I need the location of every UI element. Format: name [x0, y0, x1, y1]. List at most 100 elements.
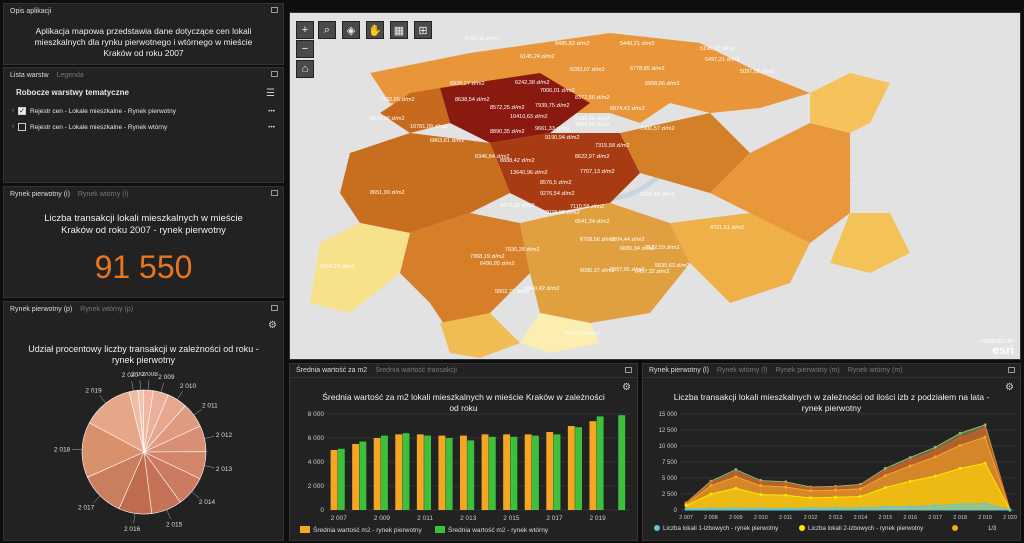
tab-primary-l[interactable]: Rynek pierwotny (l): [649, 367, 709, 374]
area-point: [883, 473, 887, 477]
x-tick: 2 009: [374, 515, 391, 522]
layer-checkbox[interactable]: ✓: [18, 107, 26, 115]
settings-icon[interactable]: ⚙: [268, 320, 277, 331]
tab-primary[interactable]: Rynek pierwotny (p): [10, 305, 73, 313]
map-label: 8576,5 zł/m2: [540, 180, 572, 186]
bar: [330, 450, 338, 510]
x-tick: 2 019: [978, 515, 992, 521]
bar: [380, 435, 388, 510]
layers-button[interactable]: ◈: [342, 21, 360, 39]
more-icon[interactable]: •••: [268, 107, 275, 115]
pie-label: 2 011: [202, 403, 218, 410]
map-label: 6708,56 zł/m2: [580, 237, 615, 243]
tab-about[interactable]: Opis aplikacji: [10, 7, 52, 15]
map-label: 7707,13 zł/m2: [580, 169, 615, 175]
tab-primary[interactable]: Rynek pierwotny (i): [10, 190, 70, 198]
bar: [424, 435, 432, 510]
map-labels: 6766,11 zł/m2 9485,82 zł/m2 5449,21 zł/m2 5…: [320, 36, 775, 337]
tab-secondary[interactable]: Rynek wtórny (i): [77, 190, 129, 198]
tab-legend[interactable]: Legenda: [56, 71, 84, 79]
map-label: 7368,19 zł/m2: [470, 254, 505, 260]
x-tick: 2 008: [704, 515, 718, 521]
pie-leader: [93, 495, 101, 504]
map-label: 6940,42 zł/m2: [525, 286, 560, 292]
legend-swatch: [654, 525, 660, 531]
bar: [596, 416, 604, 510]
pie-label: 2 009: [158, 374, 175, 381]
area-point: [709, 506, 713, 510]
area-point: [983, 502, 987, 506]
search-button[interactable]: ⌕: [318, 21, 336, 39]
area-point: [1008, 508, 1012, 512]
map-label: 4764,24 zł/m2: [320, 264, 355, 270]
tab-primary-m[interactable]: Rynek pierwotny (m): [775, 367, 840, 374]
home-button[interactable]: ⌂: [296, 60, 314, 78]
legend-swatch: [799, 525, 805, 531]
area-point: [809, 486, 813, 490]
map-panel[interactable]: 6766,11 zł/m2 9485,82 zł/m2 5449,21 zł/m2 5…: [289, 12, 1021, 360]
x-tick: 2 017: [546, 515, 563, 522]
tab-secondary-l[interactable]: Rynek wtórny (l): [716, 367, 768, 374]
layer-item[interactable]: › ✓ Rejestr cen - Lokale mieszkalne - Ry…: [4, 103, 283, 119]
maximize-icon[interactable]: [271, 190, 278, 196]
settings-icon[interactable]: ⚙: [622, 382, 631, 393]
legend-swatch: [300, 526, 310, 533]
area-point: [858, 487, 862, 491]
map-label: 5497,31 zł/m2: [705, 57, 740, 63]
x-tick: 2 020: [1003, 515, 1017, 521]
area-point: [759, 484, 763, 488]
pie-leader: [191, 491, 200, 499]
layers-menu-icon[interactable]: ☰: [266, 88, 275, 99]
hand-button[interactable]: ✋: [366, 21, 384, 39]
maximize-icon[interactable]: [271, 71, 278, 77]
layer-checkbox[interactable]: [18, 123, 26, 131]
area-point: [883, 469, 887, 473]
maximize-icon[interactable]: [271, 7, 278, 13]
area-point: [858, 506, 862, 510]
bar: [481, 434, 489, 510]
maximize-icon[interactable]: [625, 367, 632, 373]
layer-item[interactable]: › Rejestr cen - Lokale mieszkalne - Ryne…: [4, 119, 283, 135]
map-label: 6958,73 zł/m2: [565, 331, 600, 337]
tab-avg-m2[interactable]: Średnia wartość za m2: [296, 367, 368, 374]
zoom-in-button[interactable]: +: [296, 21, 314, 39]
map-canvas[interactable]: 6766,11 zł/m2 9485,82 zł/m2 5449,21 zł/m2 5…: [290, 13, 1021, 360]
expand-icon[interactable]: ›: [12, 108, 14, 114]
bar: [531, 435, 539, 510]
map-label: 10410,63 zł/m2: [510, 114, 548, 120]
more-icon[interactable]: •••: [268, 123, 275, 131]
area-point: [809, 489, 813, 493]
tab-secondary-m[interactable]: Rynek wtórny (m): [847, 367, 903, 374]
bar: [416, 434, 424, 510]
y-tick: 7 500: [662, 460, 678, 466]
x-tick: 2 017: [928, 515, 942, 521]
expand-button[interactable]: ⊞: [414, 21, 432, 39]
maximize-icon[interactable]: [271, 305, 278, 311]
map-label: 6766,11 zł/m2: [465, 36, 499, 42]
tab-layer-list[interactable]: Lista warstw: [10, 71, 49, 79]
x-tick: 2 016: [903, 515, 917, 521]
map-label: 8572,25 zł/m2: [490, 105, 525, 111]
x-tick: 2 010: [754, 515, 768, 521]
grid-button[interactable]: ▦: [390, 21, 408, 39]
area-point: [709, 481, 713, 485]
settings-icon[interactable]: ⚙: [1005, 382, 1014, 393]
expand-icon[interactable]: ›: [12, 124, 14, 130]
map-label: 6974,96 zł/m2: [370, 116, 405, 122]
bar-chart: 8 000 6 000 4 000 2 000 0 2 007 2 009 2 011 2 01…: [300, 411, 630, 534]
pie-leader: [148, 380, 150, 391]
area-point: [809, 496, 813, 500]
pie-leader: [177, 391, 183, 400]
bar: [352, 444, 360, 510]
map-label: 7939,75 zł/m2: [535, 103, 570, 109]
area-point: [883, 466, 887, 470]
zoom-out-button[interactable]: −: [296, 40, 314, 58]
maximize-icon[interactable]: [1008, 367, 1015, 373]
area-point: [958, 502, 962, 506]
bar: [553, 434, 561, 510]
tab-secondary[interactable]: Rynek wtórny (p): [80, 305, 134, 313]
map-label: 7839,29 zł/m2: [575, 122, 610, 128]
area-title: Liczba transakcji lokali mieszkalnych w …: [673, 392, 990, 413]
tab-avg-transaction[interactable]: Średnia wartość transakcji: [375, 367, 457, 374]
